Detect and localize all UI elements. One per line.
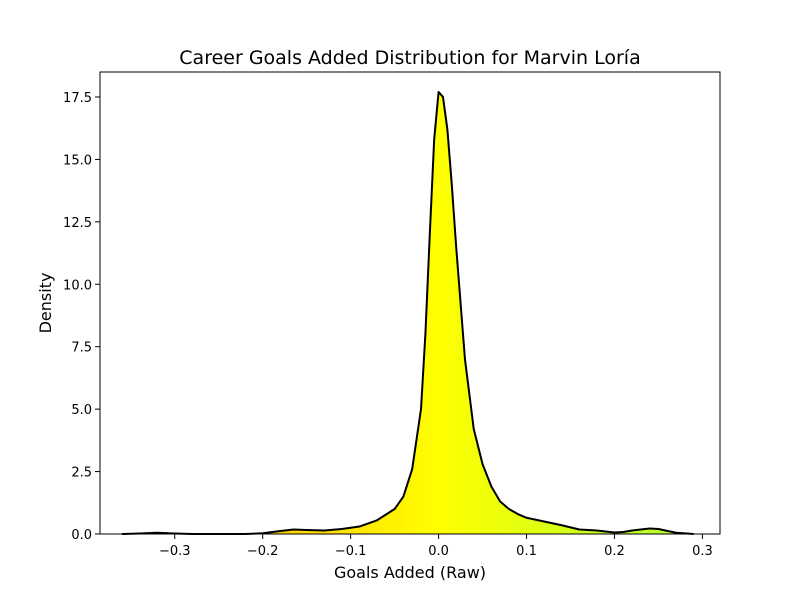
x-tick-label: 0.2 bbox=[604, 544, 625, 559]
density-area-fill bbox=[121, 91, 694, 534]
y-tick-label: 2.5 bbox=[71, 466, 92, 481]
chart-title: Career Goals Added Distribution for Marv… bbox=[179, 47, 640, 69]
plot-area bbox=[121, 90, 694, 535]
y-tick-label: 10.0 bbox=[63, 278, 92, 293]
y-tick-label: 12.5 bbox=[63, 216, 92, 231]
y-tick-label: 15.0 bbox=[63, 153, 92, 168]
y-tick-label: 17.5 bbox=[63, 91, 92, 106]
y-axis-label: Density bbox=[36, 273, 55, 334]
x-tick-label: −0.3 bbox=[159, 544, 191, 559]
y-tick-label: 7.5 bbox=[71, 341, 92, 356]
x-tick-label: 0.3 bbox=[692, 544, 713, 559]
plot-frame bbox=[99, 71, 721, 535]
x-tick-label: −0.1 bbox=[335, 544, 367, 559]
y-tick-label: 5.0 bbox=[71, 403, 92, 418]
x-tick-label: 0.1 bbox=[516, 544, 537, 559]
y-tick-label: 0.0 bbox=[71, 528, 92, 543]
x-tick-label: 0.0 bbox=[428, 544, 449, 559]
x-tick-label: −0.2 bbox=[247, 544, 279, 559]
x-axis-label: Goals Added (Raw) bbox=[334, 563, 486, 582]
density-curve bbox=[121, 90, 694, 535]
